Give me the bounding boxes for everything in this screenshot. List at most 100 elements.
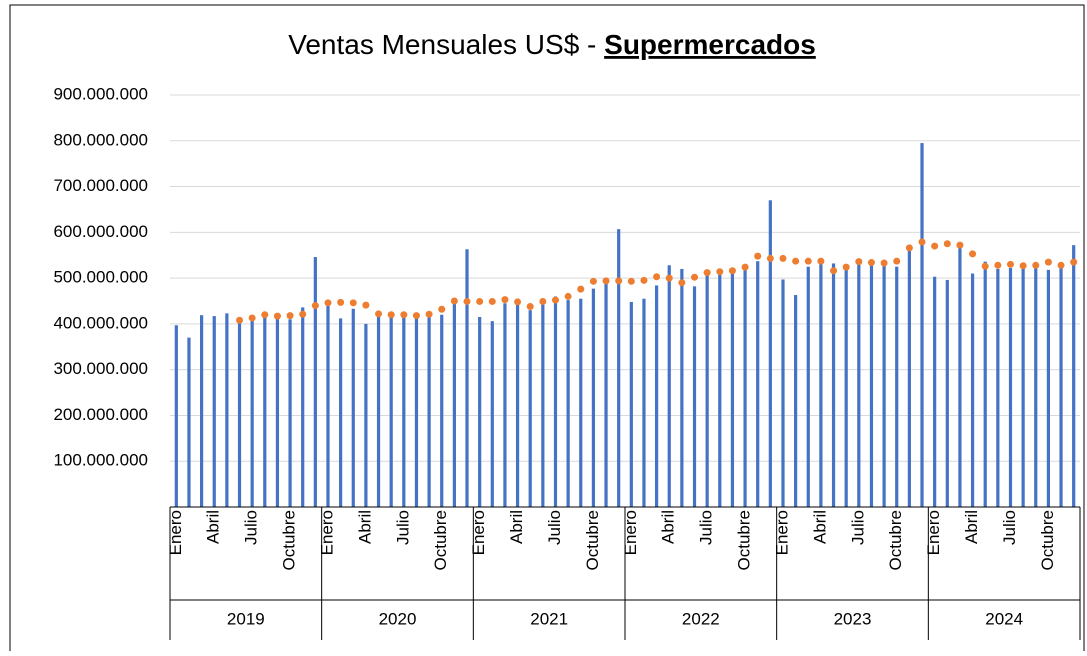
dot bbox=[412, 312, 420, 320]
bar bbox=[819, 260, 823, 507]
dot bbox=[754, 252, 762, 260]
bar bbox=[503, 303, 507, 507]
x-tick-label: Enero bbox=[469, 510, 488, 555]
dot bbox=[956, 241, 964, 249]
dot bbox=[994, 261, 1002, 269]
y-tick-label: 800.000.000 bbox=[53, 130, 148, 149]
x-tick-label: Abril bbox=[507, 510, 526, 544]
dot bbox=[703, 269, 711, 277]
dot bbox=[438, 305, 446, 313]
dot bbox=[236, 316, 244, 324]
dot bbox=[463, 297, 471, 305]
bar bbox=[895, 266, 899, 507]
dot bbox=[1019, 262, 1027, 270]
bar bbox=[465, 249, 469, 507]
bar bbox=[515, 301, 520, 507]
bar bbox=[364, 323, 368, 507]
dot bbox=[830, 267, 838, 275]
bar bbox=[199, 315, 204, 507]
bar bbox=[629, 301, 633, 507]
bar bbox=[1046, 269, 1051, 507]
bar bbox=[263, 312, 267, 507]
dot bbox=[893, 257, 901, 265]
x-tick-label: Julio bbox=[1000, 510, 1019, 545]
year-label: 2021 bbox=[530, 609, 568, 628]
bar bbox=[1034, 265, 1038, 507]
dot bbox=[387, 311, 395, 319]
x-tick-label: Octubre bbox=[1038, 510, 1057, 570]
dot bbox=[842, 263, 850, 271]
dot bbox=[248, 314, 256, 322]
dot bbox=[375, 310, 383, 318]
bar bbox=[389, 315, 393, 507]
bar bbox=[604, 278, 608, 507]
x-tick-label: Julio bbox=[697, 510, 716, 545]
bar bbox=[288, 319, 292, 507]
dot bbox=[981, 262, 989, 270]
x-tick-label: Enero bbox=[317, 510, 336, 555]
x-tick-label: Enero bbox=[924, 510, 943, 555]
dot bbox=[273, 312, 281, 320]
bar bbox=[642, 298, 646, 507]
bar bbox=[705, 270, 709, 507]
bar bbox=[351, 308, 355, 507]
bar bbox=[528, 310, 532, 507]
bar bbox=[591, 288, 596, 507]
bar bbox=[553, 296, 558, 507]
x-tick-label: Abril bbox=[810, 510, 829, 544]
dot bbox=[488, 297, 496, 305]
x-tick-label: Julio bbox=[242, 510, 261, 545]
bar bbox=[983, 261, 987, 507]
bar bbox=[427, 317, 431, 507]
bar bbox=[1059, 265, 1063, 507]
dot bbox=[728, 267, 736, 275]
bar bbox=[174, 325, 178, 507]
dot bbox=[1044, 258, 1052, 266]
bar bbox=[212, 316, 216, 507]
bar bbox=[680, 268, 684, 507]
bar bbox=[996, 268, 1000, 507]
title-highlight: Supermercados bbox=[604, 29, 816, 60]
x-tick-label: Julio bbox=[545, 510, 564, 545]
dot bbox=[678, 279, 686, 287]
year-label: 2019 bbox=[227, 609, 265, 628]
bar bbox=[617, 229, 621, 507]
y-tick-label: 300.000.000 bbox=[53, 359, 148, 378]
dot bbox=[792, 257, 800, 265]
bar bbox=[692, 286, 697, 507]
dot bbox=[324, 299, 332, 307]
year-label: 2023 bbox=[834, 609, 872, 628]
dot bbox=[577, 285, 585, 293]
bar bbox=[756, 261, 760, 507]
bar bbox=[743, 268, 747, 507]
dot bbox=[1006, 260, 1014, 268]
bar bbox=[237, 320, 242, 507]
dot bbox=[425, 310, 433, 318]
x-tick-label: Enero bbox=[772, 510, 791, 555]
bar bbox=[667, 265, 671, 507]
dot bbox=[450, 297, 458, 305]
y-tick-label: 500.000.000 bbox=[53, 268, 148, 287]
chart-title: Ventas Mensuales US$ - Supermercados bbox=[288, 29, 816, 60]
x-tick-label: Enero bbox=[166, 510, 185, 555]
x-tick-label: Enero bbox=[621, 510, 640, 555]
x-tick-label: Octubre bbox=[735, 510, 754, 570]
bar bbox=[1008, 268, 1013, 507]
x-tick-label: Julio bbox=[393, 510, 412, 545]
dot bbox=[286, 312, 294, 320]
x-tick-label: Octubre bbox=[583, 510, 602, 570]
bar bbox=[1021, 264, 1025, 507]
y-tick-label: 900.000.000 bbox=[53, 84, 148, 103]
bar bbox=[794, 295, 798, 507]
x-tick-label: Octubre bbox=[431, 510, 450, 570]
dot bbox=[817, 257, 825, 265]
bar bbox=[326, 301, 330, 507]
bar bbox=[478, 317, 482, 507]
title-text: Ventas Mensuales US$ - bbox=[288, 29, 596, 60]
dot bbox=[804, 257, 812, 265]
x-tick-label: Abril bbox=[204, 510, 223, 544]
bar bbox=[402, 316, 406, 507]
y-tick-label: 200.000.000 bbox=[53, 405, 148, 424]
dot bbox=[665, 274, 673, 282]
bar bbox=[730, 268, 735, 507]
